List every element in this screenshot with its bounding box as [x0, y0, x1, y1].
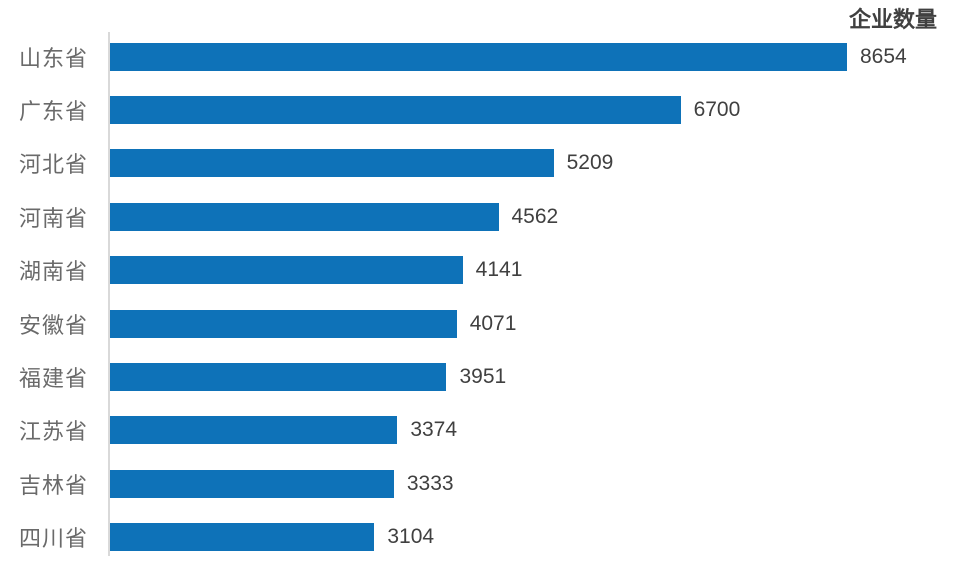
bar-track: 4141: [110, 256, 959, 285]
bar-track: 3333: [110, 469, 959, 498]
bar: [110, 202, 499, 231]
bar: [110, 42, 847, 71]
bar-row: 湖南省 4141: [0, 244, 959, 297]
bar-track: 4562: [110, 202, 959, 231]
value-label: 4071: [469, 311, 517, 335]
value-label: 6700: [693, 98, 741, 122]
chart-title: 企业数量: [848, 7, 937, 32]
category-label: 吉林省: [18, 472, 88, 498]
value-label: 5209: [566, 151, 614, 175]
bar-row: 河南省 4562: [0, 190, 959, 243]
bar: [110, 416, 398, 445]
bar-track: 3951: [110, 363, 959, 392]
category-label: 四川省: [18, 526, 88, 552]
y-axis-line: [108, 32, 110, 556]
bar: [110, 523, 375, 552]
value-label: 3333: [406, 471, 454, 495]
chart-rows: 山东省 8654 广东省 6700 河北省 5209 河南省 4562 湖南省 4141 安徽省 40…: [0, 30, 959, 564]
bar-track: 6700: [110, 96, 959, 125]
value-label: 4562: [511, 204, 559, 228]
bar-track: 3374: [110, 416, 959, 445]
category-label: 河南省: [18, 205, 88, 231]
bar: [110, 149, 554, 178]
bar-track: 4071: [110, 309, 959, 338]
category-label: 广东省: [18, 99, 88, 125]
bar-track: 5209: [110, 149, 959, 178]
bar: [110, 309, 457, 338]
bar: [110, 469, 394, 498]
category-label: 安徽省: [18, 312, 88, 338]
bar-row: 四川省 3104: [0, 511, 959, 564]
bar-row: 河北省 5209: [0, 137, 959, 190]
bar-row: 江苏省 3374: [0, 404, 959, 457]
value-label: 8654: [860, 44, 907, 68]
bar-row: 吉林省 3333: [0, 457, 959, 510]
bar: [110, 256, 463, 285]
value-label: 3951: [459, 365, 507, 389]
bar-row: 安徽省 4071: [0, 297, 959, 350]
bar: [110, 96, 681, 125]
bar-row: 山东省 8654: [0, 30, 959, 83]
bar-track: 8654: [110, 42, 959, 71]
category-label: 湖南省: [18, 259, 88, 285]
category-label: 河北省: [18, 152, 88, 178]
value-label: 3104: [387, 525, 435, 549]
value-label: 3374: [410, 418, 458, 442]
bar-row: 广东省 6700: [0, 83, 959, 136]
bar: [110, 363, 447, 392]
value-label: 4141: [475, 258, 523, 282]
category-label: 江苏省: [18, 419, 88, 445]
bar-track: 3104: [110, 523, 959, 552]
bar-row: 福建省 3951: [0, 350, 959, 403]
category-label: 福建省: [18, 366, 88, 392]
category-label: 山东省: [18, 45, 88, 71]
